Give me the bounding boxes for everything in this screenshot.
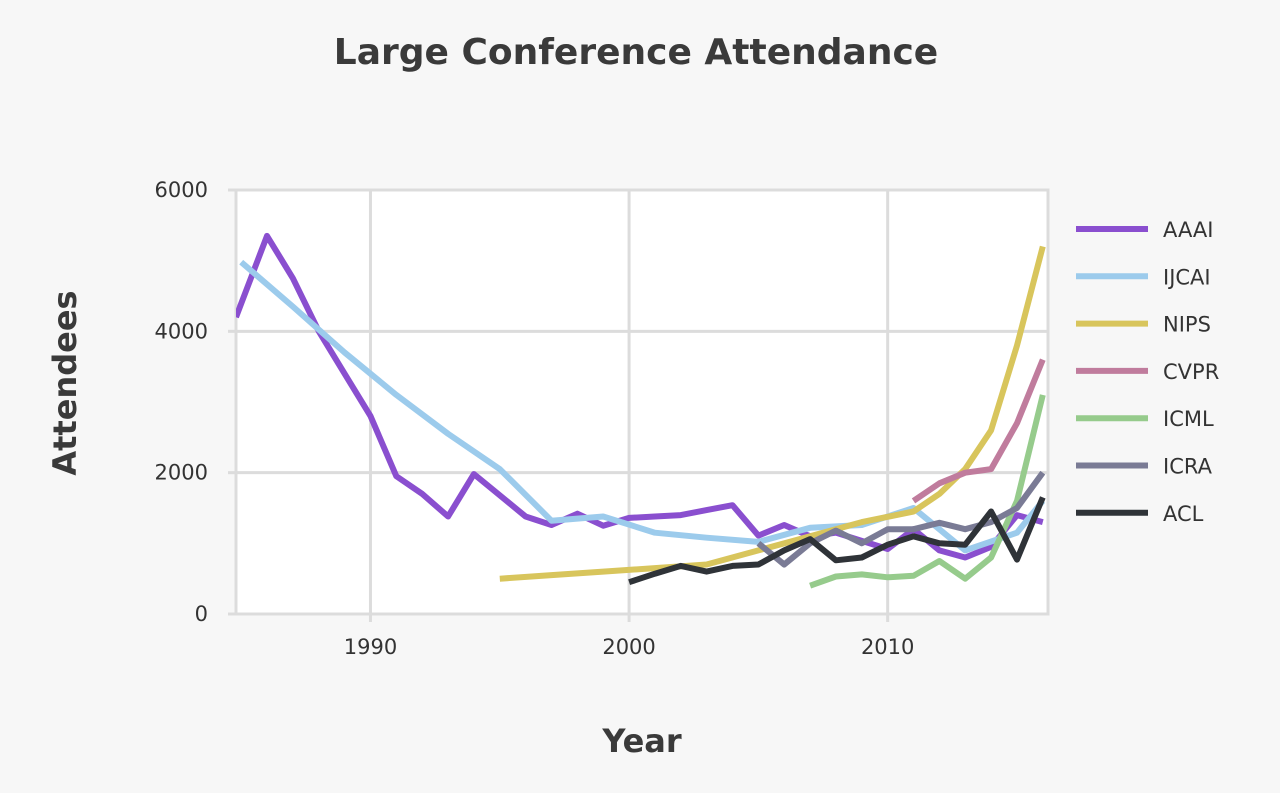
series-line-cvpr	[911, 358, 1046, 504]
plot-background	[236, 190, 1048, 614]
legend: AAAI IJCAI NIPS CVPR ICML ICRA ACL	[1076, 218, 1219, 526]
y-tick-label: 2000	[155, 461, 208, 485]
x-axis-label: Year	[601, 722, 682, 760]
series-line-acl	[628, 496, 1046, 586]
y-tick-label: 4000	[155, 319, 208, 343]
x-tick-label: 2010	[861, 635, 914, 659]
plot-frame	[234, 188, 1050, 616]
legend-label-ijcai: IJCAI	[1163, 265, 1211, 289]
y-axis-label: Attendees	[46, 290, 84, 475]
legend-label-icml: ICML	[1163, 407, 1214, 431]
legend-label-aaai: AAAI	[1163, 218, 1213, 242]
y-tick-label: 6000	[155, 178, 208, 202]
x-tick-label: 2000	[602, 635, 655, 659]
y-tick-label: 0	[195, 602, 208, 626]
series-line-icml	[809, 394, 1046, 589]
chart-title: Large Conference Attendance	[334, 32, 938, 73]
plot-area: 0 2000 4000 6000 1990 2000 2010	[155, 178, 1050, 659]
legend-label-cvpr: CVPR	[1163, 360, 1219, 384]
x-tick-label: 1990	[344, 635, 397, 659]
legend-label-acl: ACL	[1163, 502, 1204, 526]
legend-label-icra: ICRA	[1163, 455, 1213, 479]
legend-label-nips: NIPS	[1163, 313, 1211, 337]
